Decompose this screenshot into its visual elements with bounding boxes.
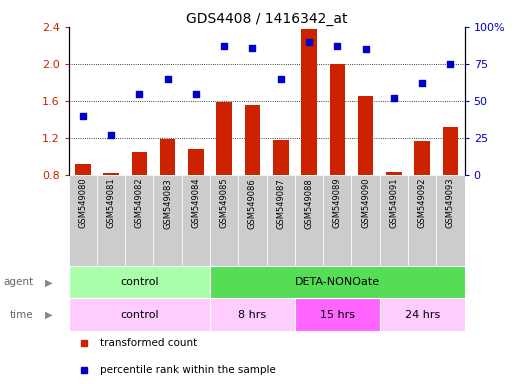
Bar xyxy=(295,175,323,266)
Bar xyxy=(352,175,380,266)
Text: GSM549086: GSM549086 xyxy=(248,178,257,228)
Point xyxy=(305,39,313,45)
Bar xyxy=(182,175,210,266)
Bar xyxy=(210,175,238,266)
Text: GSM549093: GSM549093 xyxy=(446,178,455,228)
Point xyxy=(248,45,257,51)
Text: ▶: ▶ xyxy=(45,277,53,287)
Text: agent: agent xyxy=(3,277,33,287)
Point xyxy=(135,91,144,97)
Text: control: control xyxy=(120,310,159,319)
Bar xyxy=(244,105,260,175)
Point xyxy=(333,43,342,49)
Text: GSM549090: GSM549090 xyxy=(361,178,370,228)
Text: percentile rank within the sample: percentile rank within the sample xyxy=(100,365,276,375)
Bar xyxy=(442,127,458,175)
Text: DETA-NONOate: DETA-NONOate xyxy=(295,277,380,287)
Bar xyxy=(125,175,154,266)
Text: GSM549087: GSM549087 xyxy=(276,178,285,228)
Bar xyxy=(267,175,295,266)
Bar xyxy=(131,152,147,175)
Bar xyxy=(69,298,210,331)
Text: control: control xyxy=(120,277,159,287)
Bar xyxy=(323,175,352,266)
Bar xyxy=(436,175,465,266)
Point xyxy=(361,46,370,52)
Bar xyxy=(386,172,402,175)
Bar xyxy=(380,175,408,266)
Text: transformed count: transformed count xyxy=(100,338,197,348)
Bar xyxy=(414,141,430,175)
Bar xyxy=(97,175,125,266)
Bar xyxy=(301,29,317,175)
Bar xyxy=(103,173,119,175)
Point xyxy=(446,61,455,67)
Text: GSM549085: GSM549085 xyxy=(220,178,229,228)
Point xyxy=(277,76,285,82)
Bar xyxy=(358,96,373,175)
Bar xyxy=(69,266,210,298)
Bar xyxy=(75,164,91,175)
Bar xyxy=(216,102,232,175)
Text: ▶: ▶ xyxy=(45,310,53,319)
Text: GSM549082: GSM549082 xyxy=(135,178,144,228)
Text: 24 hrs: 24 hrs xyxy=(404,310,440,319)
Bar xyxy=(69,175,97,266)
Text: GDS4408 / 1416342_at: GDS4408 / 1416342_at xyxy=(186,12,347,25)
Text: time: time xyxy=(10,310,33,319)
Bar xyxy=(210,266,465,298)
Bar xyxy=(238,175,267,266)
Text: GSM549092: GSM549092 xyxy=(418,178,427,228)
Text: 15 hrs: 15 hrs xyxy=(320,310,355,319)
Text: 8 hrs: 8 hrs xyxy=(239,310,267,319)
Text: GSM549084: GSM549084 xyxy=(192,178,201,228)
Text: GSM549091: GSM549091 xyxy=(390,178,399,228)
Point xyxy=(79,113,87,119)
Bar xyxy=(295,298,380,331)
Bar xyxy=(160,139,175,175)
Point xyxy=(390,95,398,101)
Bar xyxy=(154,175,182,266)
Point xyxy=(107,132,115,138)
Text: GSM549088: GSM549088 xyxy=(305,178,314,228)
Bar xyxy=(210,298,295,331)
Point xyxy=(164,76,172,82)
Bar xyxy=(329,64,345,175)
Bar xyxy=(188,149,204,175)
Text: GSM549089: GSM549089 xyxy=(333,178,342,228)
Point xyxy=(418,80,427,86)
Bar xyxy=(408,175,436,266)
Bar xyxy=(380,298,465,331)
Text: GSM549083: GSM549083 xyxy=(163,178,172,228)
Bar xyxy=(273,140,289,175)
Text: GSM549081: GSM549081 xyxy=(107,178,116,228)
Point xyxy=(192,91,200,97)
Point xyxy=(220,43,229,49)
Text: GSM549080: GSM549080 xyxy=(78,178,87,228)
